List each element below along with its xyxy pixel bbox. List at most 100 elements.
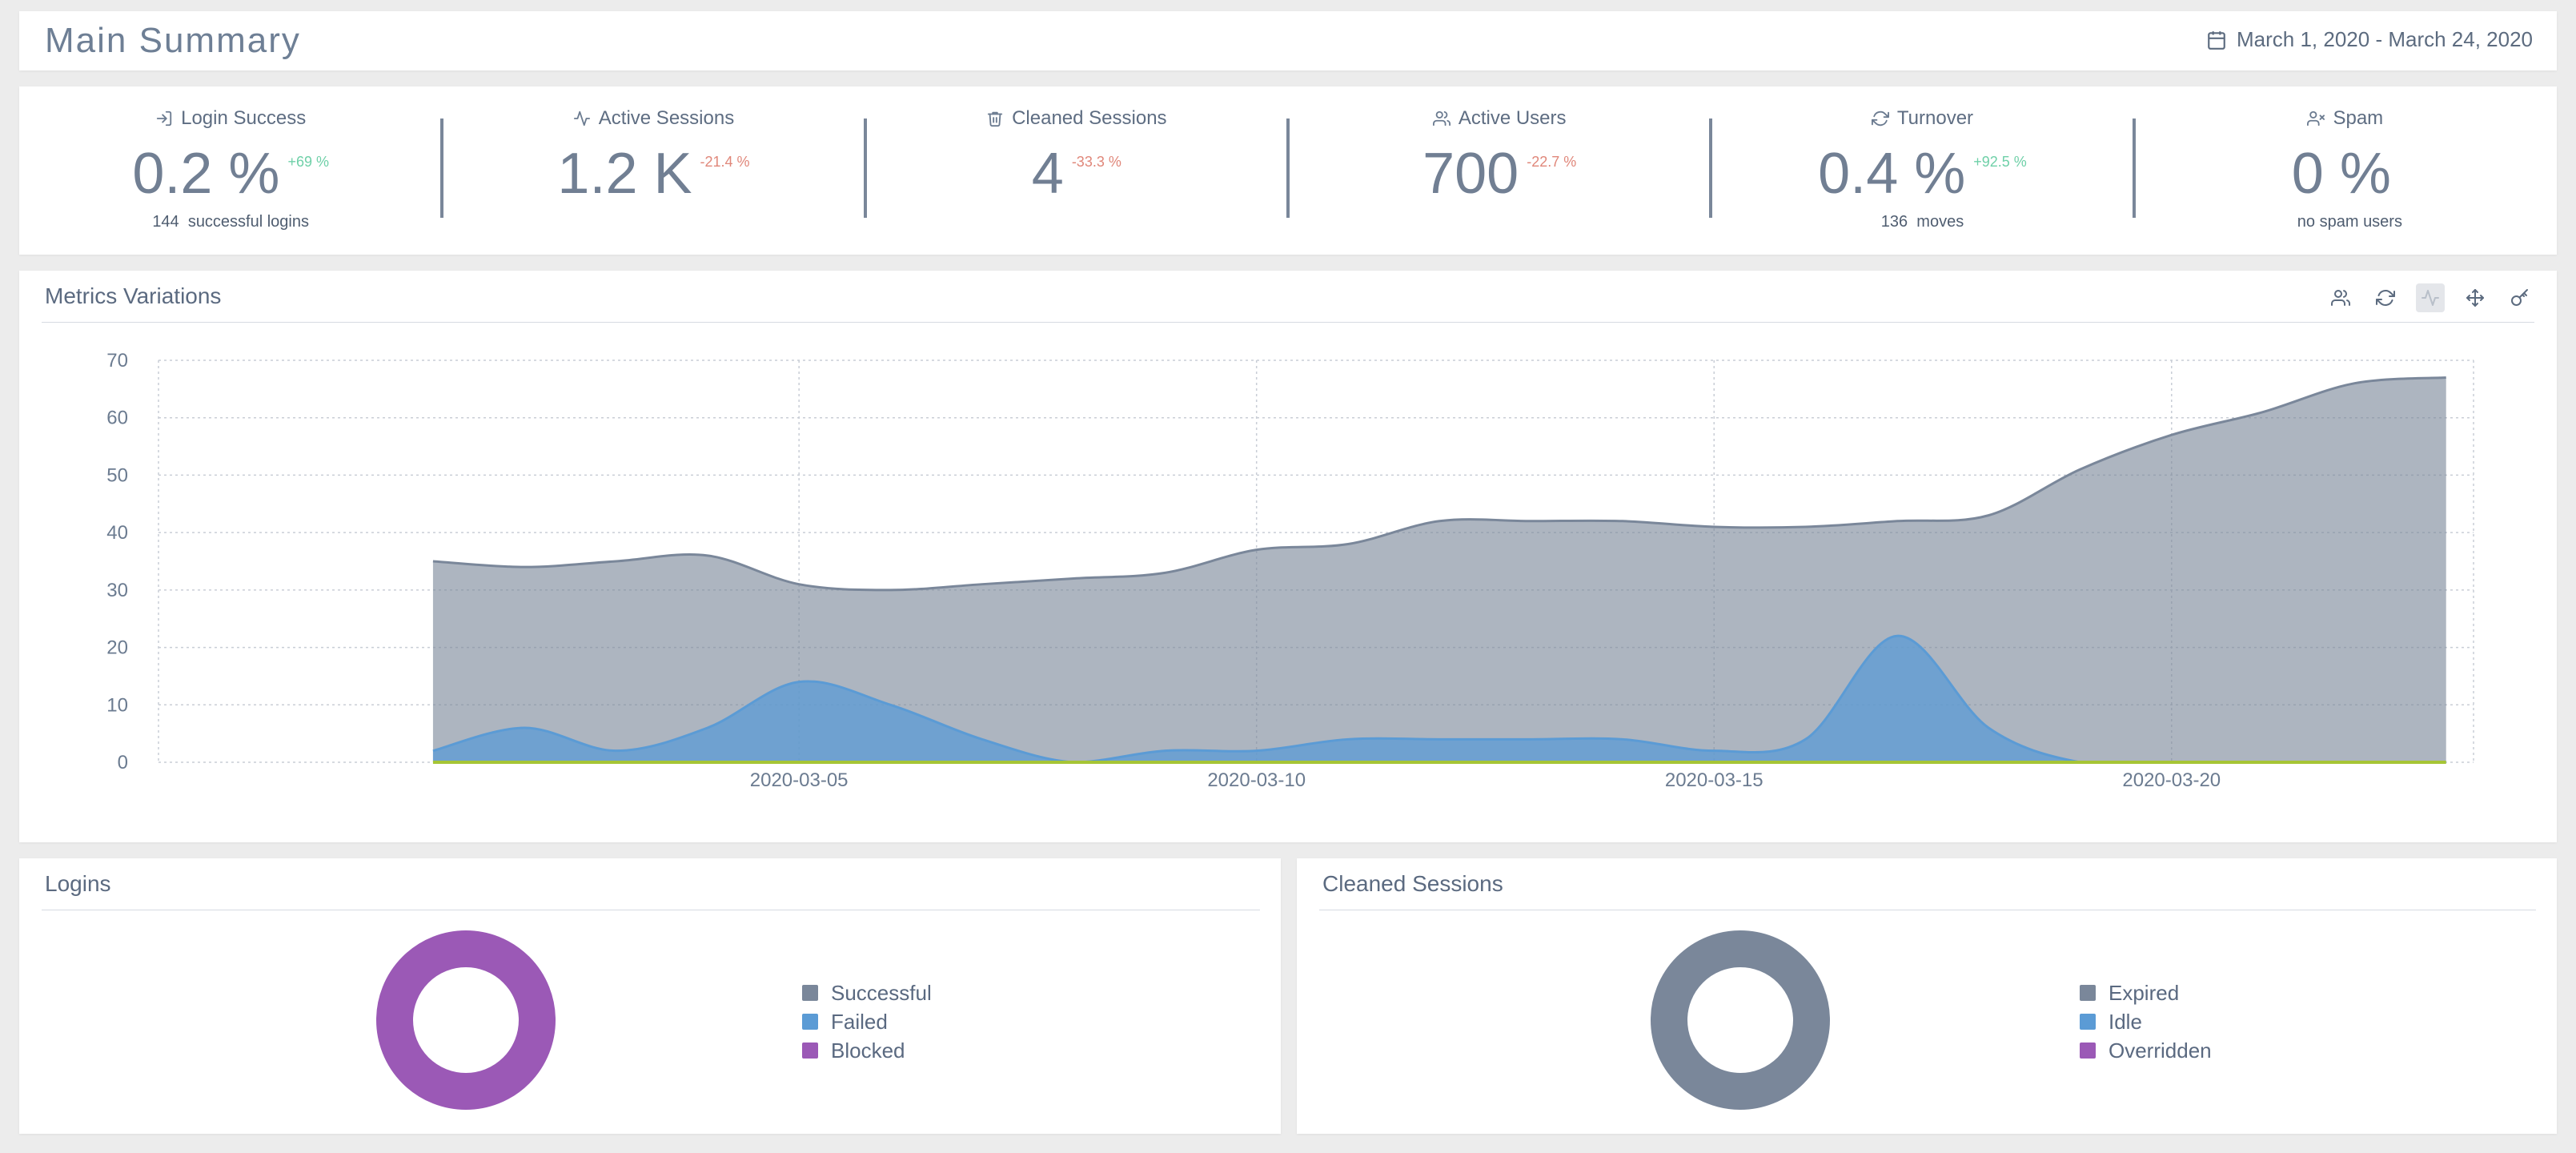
toolbar-key-button[interactable] (2506, 283, 2534, 312)
legend-item-overridden[interactable]: Overridden (2080, 1036, 2212, 1065)
kpi-value-row: 0 % (2134, 141, 2557, 207)
activity-icon (573, 110, 590, 127)
refresh-icon (2376, 290, 2395, 306)
donut-slice-expired[interactable] (1651, 930, 1830, 1110)
page-title: Main Summary (45, 21, 301, 60)
kpi-spam: Spam 0 % no spam users (2134, 86, 2557, 255)
kpi-sub-text: successful logins (187, 213, 309, 231)
kpi-value-row: 4 -33.3 % (865, 141, 1288, 207)
cleaned-sessions-card: Cleaned Sessions Expired Idle Overridden (1297, 858, 2557, 1134)
y-tick-label: 30 (106, 580, 128, 601)
legend-label: Successful (831, 980, 932, 1005)
legend-swatch (2080, 1014, 2096, 1030)
toolbar-users-button[interactable] (2326, 283, 2355, 312)
users-icon (1432, 110, 1451, 127)
kpi-header: Active Users (1288, 107, 1711, 130)
kpi-subtext: 136 moves (1711, 213, 2133, 231)
kpi-subtext: 144 successful logins (19, 213, 442, 231)
x-tick-label: 2020-03-20 (2122, 769, 2221, 791)
y-tick-label: 10 (106, 694, 128, 716)
x-tick-label: 2020-03-05 (750, 769, 849, 791)
donut-slice-blocked[interactable] (376, 930, 556, 1110)
kpi-header: Active Sessions (442, 107, 865, 130)
kpi-label: Active Users (1458, 107, 1567, 129)
calendar-icon (2208, 30, 2225, 50)
kpi-label: Spam (2333, 107, 2384, 129)
kpi-delta: +92.5 % (1973, 154, 2027, 170)
y-tick-label: 40 (106, 522, 128, 544)
kpi-subtext (1288, 213, 1711, 231)
kpi-login-success: Login Success 0.2 % +69 % 144 successful… (19, 86, 442, 255)
kpi-sub-text: no spam users (2297, 213, 2402, 231)
kpi-value: 0.4 % (1818, 142, 1966, 206)
kpi-value-row: 700 -22.7 % (1288, 141, 1711, 207)
y-tick-label: 60 (106, 408, 128, 429)
kpi-header: Spam (2134, 107, 2557, 130)
date-range-picker[interactable]: March 1, 2020 - March 24, 2020 (2206, 27, 2533, 52)
header-bar: Main Summary March 1, 2020 - March 24, 2… (19, 11, 2557, 70)
kpi-subtext (865, 213, 1288, 231)
kpi-divider (2132, 119, 2136, 218)
kpi-header: Login Success (19, 107, 442, 130)
logins-legend: Successful Failed Blocked (802, 978, 932, 1065)
kpi-delta: -33.3 % (1071, 154, 1121, 170)
login-icon (156, 110, 172, 127)
kpi-sub-text: moves (1916, 213, 1964, 231)
date-range-label: March 1, 2020 - March 24, 2020 (2237, 27, 2533, 51)
kpi-label: Turnover (1896, 107, 1974, 129)
kpi-value: 0.2 % (132, 142, 280, 206)
kpi-value-row: 0.4 % +92.5 % (1711, 141, 2133, 207)
kpi-active-sessions: Active Sessions 1.2 K -21.4 % (442, 86, 865, 255)
legend-item-blocked[interactable]: Blocked (802, 1036, 932, 1065)
kpi-value: 0 % (2291, 142, 2391, 206)
logins-donut-chart[interactable] (376, 930, 556, 1110)
trash-icon (987, 111, 1003, 127)
y-tick-label: 0 (118, 752, 128, 773)
kpi-subtext: no spam users (2134, 213, 2557, 231)
kpi-header: Cleaned Sessions (865, 107, 1288, 130)
legend-label: Failed (831, 1009, 888, 1034)
metrics-card: Metrics Variations 0 10 20 30 40 50 60 70 2020-0… (19, 271, 2557, 842)
user-x-icon (2307, 110, 2325, 127)
kpi-delta: -21.4 % (700, 154, 750, 170)
legend-item-idle[interactable]: Idle (2080, 1007, 2212, 1036)
kpi-value-row: 1.2 K -21.4 % (442, 141, 865, 207)
legend-swatch (802, 985, 818, 1001)
move-icon (2466, 289, 2484, 307)
legend-label: Expired (2109, 980, 2180, 1005)
series-area-1 (432, 636, 2446, 762)
legend-label: Blocked (831, 1038, 905, 1063)
kpi-sub-count: 136 (1880, 213, 1908, 231)
kpi-label: Login Success (181, 107, 307, 129)
toolbar-move-button[interactable] (2461, 283, 2490, 312)
refresh-icon (1871, 110, 1889, 127)
metrics-chart[interactable]: 0 10 20 30 40 50 60 70 2020-03-05 2020-03-10 2020-… (19, 327, 2557, 839)
kpi-turnover: Turnover 0.4 % +92.5 % 136 moves (1711, 86, 2133, 255)
kpi-subtext (442, 213, 865, 231)
legend-item-successful[interactable]: Successful (802, 978, 932, 1007)
cleaned-sessions-legend: Expired Idle Overridden (2080, 978, 2212, 1065)
kpi-header: Turnover (1711, 107, 2133, 130)
users-icon (2331, 290, 2350, 306)
y-tick-label: 50 (106, 464, 128, 486)
toolbar-refresh-button[interactable] (2371, 283, 2400, 312)
series-area-0 (432, 377, 2446, 762)
legend-label: Idle (2109, 1009, 2142, 1034)
toolbar-activity-button[interactable] (2416, 283, 2445, 312)
legend-item-failed[interactable]: Failed (802, 1007, 932, 1036)
y-tick-label: 70 (106, 350, 128, 372)
kpi-sub-count: 144 (152, 213, 179, 231)
kpi-divider (1286, 119, 1290, 218)
kpi-delta: -22.7 % (1527, 154, 1577, 170)
kpi-value: 1.2 K (557, 142, 692, 206)
legend-swatch (2080, 1043, 2096, 1059)
activity-icon (2422, 290, 2439, 306)
y-tick-label: 20 (106, 637, 128, 659)
x-tick-label: 2020-03-15 (1665, 769, 1763, 791)
metrics-title: Metrics Variations (45, 283, 222, 308)
kpi-divider (440, 119, 444, 218)
legend-item-expired[interactable]: Expired (2080, 978, 2212, 1007)
logins-card: Logins Successful Failed Blocked (19, 858, 1281, 1134)
kpi-active-users: Active Users 700 -22.7 % (1288, 86, 1711, 255)
cleaned-sessions-donut-chart[interactable] (1651, 930, 1830, 1110)
